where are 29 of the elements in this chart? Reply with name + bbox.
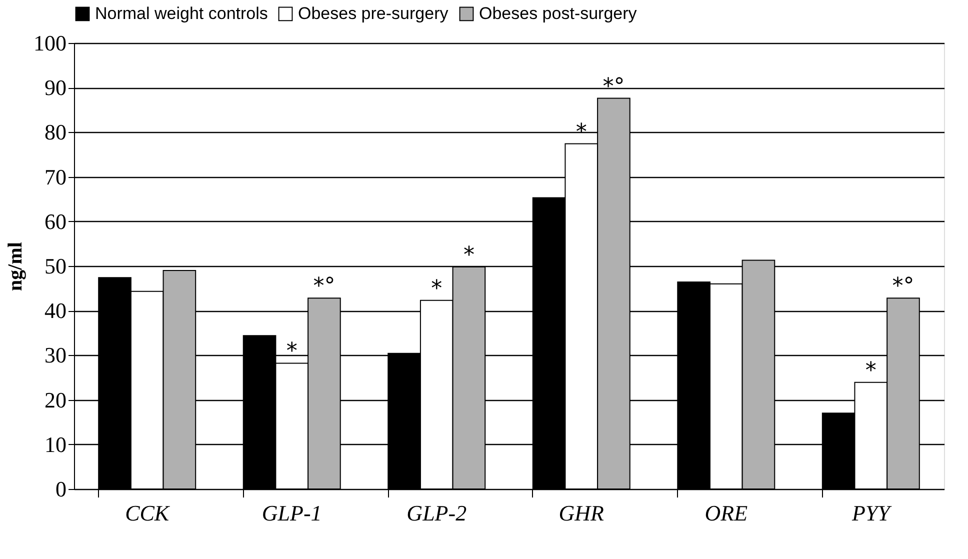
y-tick-label: 60 xyxy=(44,208,66,234)
data-label: * xyxy=(431,276,442,302)
legend-label: Normal weight controls xyxy=(95,4,268,23)
x-tick-label: ORE xyxy=(704,500,748,526)
y-tick-label: 50 xyxy=(44,254,66,278)
y-tick-label: 30 xyxy=(44,342,66,368)
data-label: *° xyxy=(892,274,914,300)
y-tick-label: 20 xyxy=(44,387,66,412)
x-tick-label: GHR xyxy=(558,500,605,526)
data-label: * xyxy=(286,339,298,364)
y-tick-label: 10 xyxy=(44,432,66,457)
data-label: *° xyxy=(602,74,625,100)
x-tick-label: GLP-1 xyxy=(262,500,322,526)
y-tick-label: 0 xyxy=(56,476,66,502)
y-tick-label: 80 xyxy=(44,120,66,145)
legend-label: Obeses post-surgery xyxy=(479,4,638,23)
y-axis-title: ng/ml xyxy=(4,242,26,291)
y-tick-label: 90 xyxy=(44,75,66,100)
x-tick-label: GLP-2 xyxy=(406,500,467,526)
x-tick-label: PYY xyxy=(850,500,893,526)
data-label: *° xyxy=(313,274,336,300)
y-tick-label: 100 xyxy=(34,30,66,56)
data-label: * xyxy=(865,358,876,384)
data-label: * xyxy=(576,120,587,145)
x-tick-label: CCK xyxy=(125,500,170,526)
y-tick-label: 70 xyxy=(44,164,66,190)
y-tick-label: 40 xyxy=(44,298,66,324)
legend-label: Obeses pre-surgery xyxy=(298,4,449,23)
data-label: * xyxy=(463,242,474,268)
